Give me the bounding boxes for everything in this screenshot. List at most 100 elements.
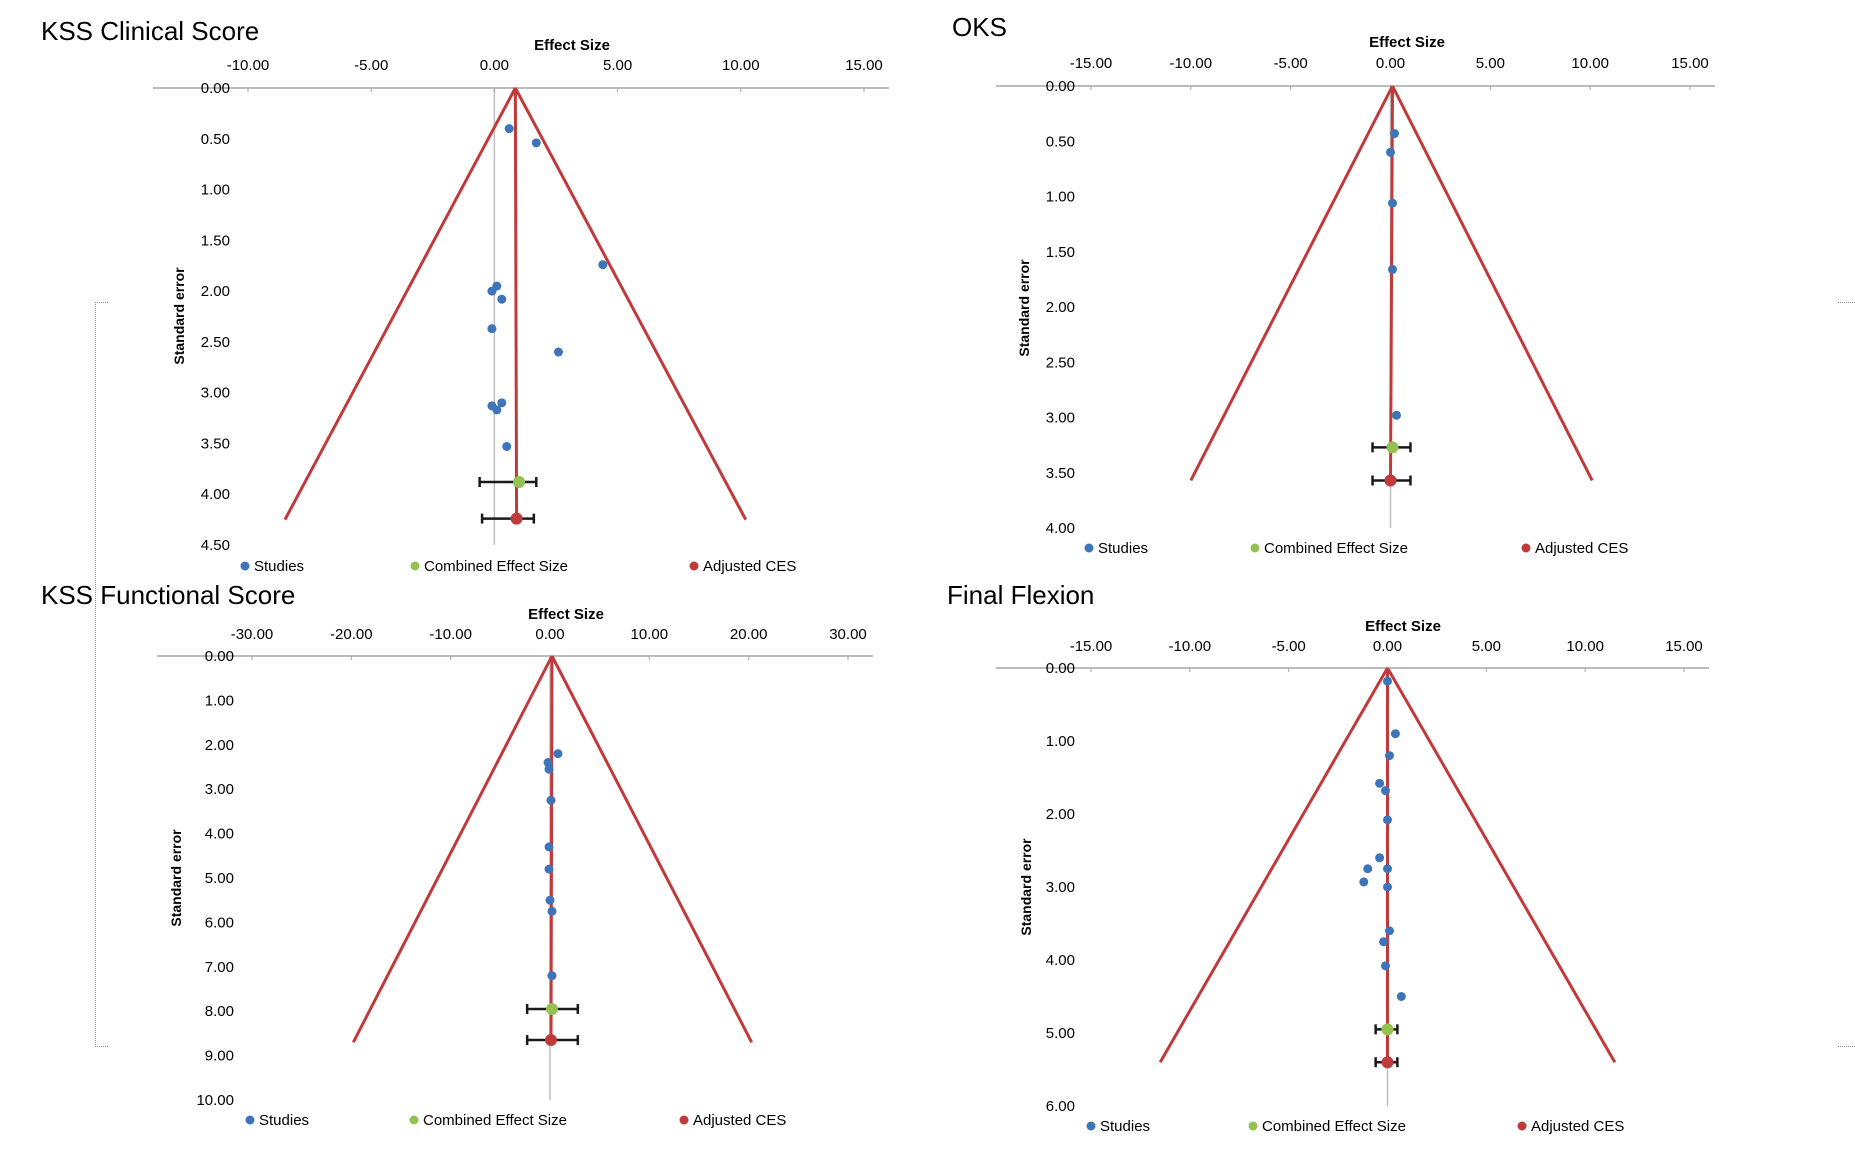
study-point <box>1384 926 1394 936</box>
y-tick-label: 2.00 <box>1046 299 1075 316</box>
legend-marker-combined <box>1250 543 1260 553</box>
legend-label-studies: Studies <box>1098 540 1148 557</box>
legend-marker-studies <box>1086 1121 1096 1131</box>
y-tick-label: 0.00 <box>1046 78 1075 95</box>
x-axis-label: Effect Size <box>534 37 610 54</box>
x-tick-label: -30.00 <box>231 626 274 643</box>
study-point <box>502 441 512 451</box>
x-tick-label: 10.00 <box>631 626 669 643</box>
study-point <box>1391 410 1401 420</box>
study-point <box>1375 853 1385 863</box>
y-axis-label: Standard error <box>1016 259 1032 357</box>
study-point <box>544 864 554 874</box>
legend: Studies Combined Effect Size Adjusted CE… <box>240 558 796 575</box>
study-point <box>553 749 563 759</box>
combined-effect-point <box>513 476 526 489</box>
study-point <box>1381 786 1391 796</box>
adjusted-effect-point <box>1384 474 1397 487</box>
study-point <box>487 324 497 334</box>
funnel-left-line <box>283 87 517 521</box>
x-tick-label: 15.00 <box>1665 638 1703 655</box>
legend-label-adjusted: Adjusted CES <box>703 558 796 575</box>
legend-marker-studies <box>240 561 250 571</box>
chart-title: Final Flexion <box>947 580 1094 610</box>
central-effect-line <box>513 87 519 519</box>
y-tick-label: 6.00 <box>205 914 234 931</box>
y-tick-label: 3.00 <box>1046 879 1075 896</box>
legend-marker-combined <box>1248 1121 1258 1131</box>
legend-marker-adjusted <box>679 1115 689 1125</box>
legend-marker-adjusted <box>1521 543 1531 553</box>
y-tick-label: 4.50 <box>201 537 230 554</box>
study-point <box>543 758 553 768</box>
panel-kss-functional-score: KSS Functional Score Effect Size Standar… <box>41 580 873 1129</box>
study-point <box>1384 751 1394 761</box>
legend-label-combined: Combined Effect Size <box>1262 1118 1406 1135</box>
funnel-right-line <box>514 87 748 521</box>
y-tick-label: 0.00 <box>205 648 234 665</box>
y-tick-label: 3.50 <box>1046 465 1075 482</box>
study-point <box>504 124 514 134</box>
combined-effect-point <box>1386 441 1399 454</box>
legend-marker-adjusted <box>689 561 699 571</box>
x-tick-label: 30.00 <box>829 626 867 643</box>
y-axis-label: Standard error <box>171 267 187 365</box>
y-tick-label: 3.50 <box>201 435 230 452</box>
x-axis-label: Effect Size <box>1369 34 1445 51</box>
study-point <box>1383 882 1392 892</box>
x-tick-label: -10.00 <box>1170 55 1213 72</box>
x-tick-label: -10.00 <box>227 57 270 74</box>
y-tick-label: 2.50 <box>201 334 230 351</box>
y-tick-label: 4.00 <box>201 486 230 503</box>
y-tick-label: 4.00 <box>1046 952 1075 969</box>
legend-label-studies: Studies <box>254 558 304 575</box>
study-point <box>553 347 563 357</box>
y-axis-label: Standard error <box>1018 838 1034 936</box>
y-tick-label: 3.00 <box>201 385 230 402</box>
x-tick-label: 10.00 <box>722 57 760 74</box>
y-tick-label: 10.00 <box>196 1092 234 1109</box>
y-tick-label: 8.00 <box>205 1003 234 1020</box>
y-tick-label: 9.00 <box>205 1048 234 1065</box>
legend-label-combined: Combined Effect Size <box>424 558 568 575</box>
y-tick-label: 5.00 <box>205 870 234 887</box>
x-tick-label: -10.00 <box>429 626 472 643</box>
study-point <box>1387 264 1397 274</box>
chart-title: KSS Clinical Score <box>41 16 259 46</box>
combined-effect-point <box>545 1002 558 1015</box>
x-tick-label: 5.00 <box>603 57 632 74</box>
x-tick-label: -15.00 <box>1070 638 1113 655</box>
y-tick-label: 4.00 <box>205 826 234 843</box>
y-tick-label: 6.00 <box>1046 1098 1075 1115</box>
study-point <box>1383 815 1392 825</box>
x-tick-label: 0.00 <box>1376 55 1405 72</box>
study-point <box>1363 864 1373 874</box>
panel-oks: OKS Effect Size Standard error Studies C… <box>952 12 1715 557</box>
y-tick-label: 1.50 <box>201 232 230 249</box>
y-tick-label: 0.00 <box>201 80 230 97</box>
panel-kss-clinical-score: KSS Clinical Score Effect Size Standard … <box>41 16 889 575</box>
legend-marker-studies <box>1084 543 1094 553</box>
legend-marker-combined <box>409 1115 419 1125</box>
x-tick-label: -10.00 <box>1169 638 1212 655</box>
x-tick-label: 10.00 <box>1566 638 1604 655</box>
x-axis-label: Effect Size <box>528 606 604 623</box>
right-dotted-edge <box>1838 302 1855 1047</box>
y-tick-label: 1.00 <box>1046 189 1075 206</box>
adjusted-effect-point <box>544 1034 557 1047</box>
y-tick-label: 3.00 <box>1046 410 1075 427</box>
x-tick-label: 10.00 <box>1571 55 1609 72</box>
study-point <box>1396 992 1406 1001</box>
study-point <box>544 842 554 852</box>
study-point <box>547 971 557 981</box>
study-point <box>544 764 554 774</box>
study-point <box>598 260 608 270</box>
legend-label-adjusted: Adjusted CES <box>1535 540 1628 557</box>
study-point <box>1389 129 1399 139</box>
y-tick-label: 2.50 <box>1046 354 1075 371</box>
x-tick-label: 5.00 <box>1476 55 1505 72</box>
chart-title: OKS <box>952 12 1007 42</box>
funnel-left-line <box>351 655 554 1043</box>
study-point <box>492 405 502 415</box>
funnel-right-line <box>1391 85 1594 482</box>
